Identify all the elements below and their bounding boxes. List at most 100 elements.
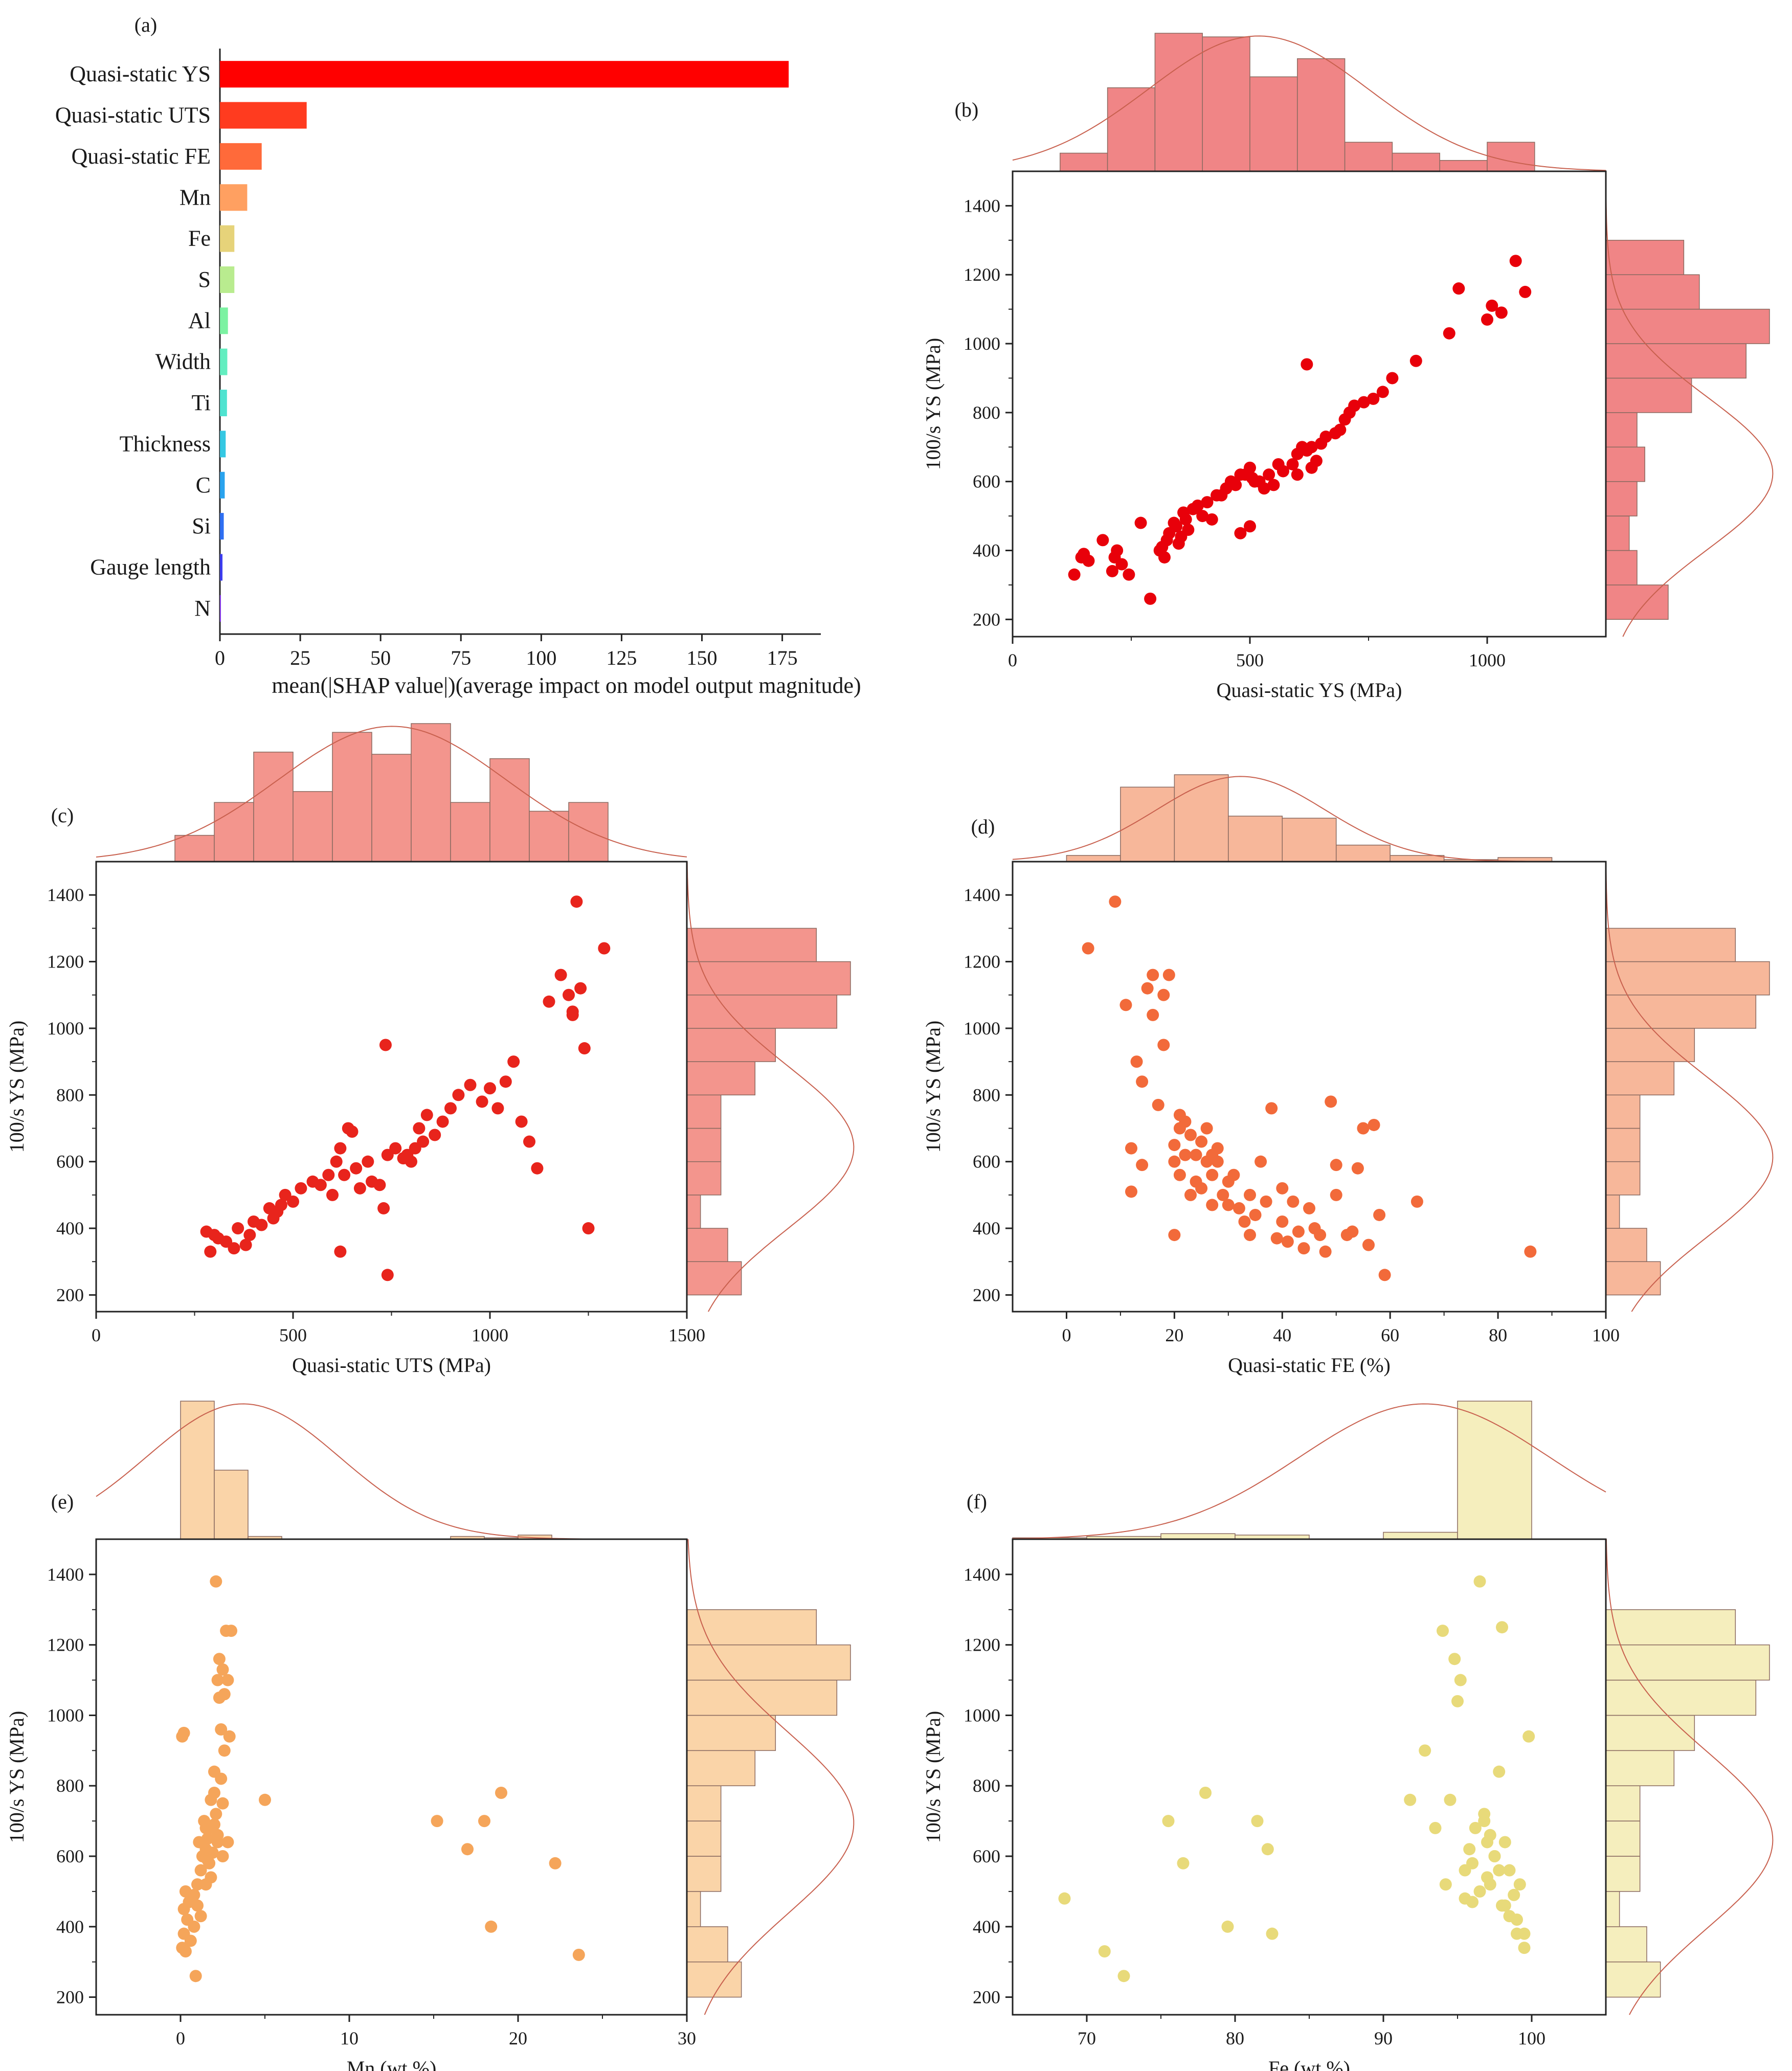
data-point: [1141, 982, 1154, 995]
data-point: [211, 1674, 224, 1686]
data-point: [1152, 1098, 1164, 1111]
data-point: [1206, 1149, 1219, 1161]
data-point: [1082, 554, 1095, 567]
top-histogram-bar: [174, 835, 215, 862]
x-tick-label: 30: [678, 2028, 696, 2049]
data-point: [1362, 1239, 1375, 1251]
top-histogram-bar: [253, 751, 294, 862]
data-point: [523, 1135, 535, 1148]
data-point: [223, 1730, 236, 1743]
data-point: [218, 1688, 231, 1701]
data-point: [275, 1199, 287, 1211]
x-tick-label: 0: [1062, 1325, 1071, 1345]
bar: [220, 431, 226, 458]
x-tick-label: 1500: [668, 1325, 705, 1345]
data-point: [1244, 1229, 1256, 1242]
data-point: [1261, 1843, 1274, 1856]
data-point: [216, 1850, 229, 1862]
data-point: [1136, 1075, 1149, 1088]
data-point: [543, 995, 555, 1008]
x-tick-label: 500: [279, 1325, 307, 1345]
data-point: [1179, 1149, 1192, 1161]
data-point: [1478, 1808, 1491, 1820]
data-point: [188, 1888, 200, 1901]
category-label: Mn: [180, 185, 211, 210]
top-histogram-bar: [1107, 87, 1156, 172]
data-point: [1082, 942, 1094, 955]
panel-label-f: (f): [967, 1490, 987, 1513]
panel-a: (a) Quasi-static YS Quasi-static UTS Quasi-…: [55, 13, 861, 698]
data-point: [1125, 1142, 1137, 1155]
data-point: [191, 1899, 204, 1912]
data-point: [1357, 396, 1370, 409]
data-point: [1419, 1744, 1431, 1757]
right-histogram-bar: [686, 1228, 728, 1262]
right-histogram-bar: [1605, 1644, 1770, 1681]
data-point: [1303, 1202, 1315, 1214]
right-histogram-bar: [1605, 1820, 1641, 1857]
data-point: [1270, 1232, 1283, 1245]
data-point: [1368, 1118, 1380, 1131]
data-point: [215, 1723, 228, 1736]
data-point: [1287, 1195, 1300, 1208]
x-axis-title: Fe (wt.%): [1268, 2057, 1350, 2071]
data-point: [1503, 1910, 1516, 1923]
data-point: [1234, 527, 1247, 539]
data-point: [549, 1857, 562, 1870]
category-label: Quasi-static UTS: [55, 103, 211, 128]
data-point: [1162, 969, 1175, 981]
y-tick-label: 800: [973, 1775, 1000, 1796]
data-point: [1473, 1885, 1486, 1898]
right-histogram-bar: [1605, 446, 1645, 482]
x-tick-label: 10: [340, 2028, 359, 2049]
x-tick-label: 90: [1374, 2028, 1393, 2049]
data-point: [1495, 306, 1508, 319]
x-tick-label: 175: [767, 646, 798, 669]
data-point: [1233, 1202, 1245, 1214]
data-point: [554, 969, 567, 981]
right-density-curve: [1605, 862, 1774, 1312]
data-point: [1258, 482, 1270, 495]
data-point: [232, 1222, 244, 1235]
x-tick-label: 25: [290, 646, 310, 669]
right-histogram-bar: [686, 1644, 851, 1681]
right-histogram-bar: [1605, 1094, 1641, 1129]
right-histogram-bar: [1605, 1891, 1620, 1927]
data-point: [464, 1078, 477, 1091]
bar: [220, 348, 228, 375]
right-density-curve: [687, 1539, 855, 2015]
data-point: [570, 895, 583, 908]
data-point: [179, 1945, 192, 1957]
y-tick-label: 1000: [964, 1705, 1000, 1725]
x-axis-title: Quasi-static YS (MPa): [1217, 679, 1402, 702]
data-point: [1488, 1850, 1501, 1862]
data-point: [1111, 544, 1124, 557]
data-point: [1184, 1188, 1197, 1201]
data-point: [566, 1005, 579, 1018]
x-axis-title: Quasi-static FE (%): [1228, 1354, 1391, 1377]
top-histogram-bar: [371, 754, 412, 862]
y-tick-label: 800: [973, 1085, 1000, 1105]
data-point: [334, 1245, 347, 1258]
bar: [220, 102, 307, 129]
right-histogram-bar: [1605, 1679, 1757, 1716]
data-point: [499, 1075, 512, 1088]
data-point: [1319, 431, 1332, 443]
right-histogram-bar: [1605, 481, 1638, 516]
category-label: Quasi-static YS: [70, 61, 211, 86]
y-tick-label: 400: [56, 1218, 84, 1239]
x-tick-label: 60: [1381, 1325, 1399, 1345]
data-point: [1281, 1235, 1294, 1248]
data-point: [582, 1222, 595, 1235]
data-point: [1503, 1864, 1516, 1877]
data-point: [201, 1832, 214, 1845]
data-point: [452, 1089, 465, 1101]
category-label: S: [198, 267, 211, 292]
y-tick-label: 1200: [964, 1635, 1000, 1655]
data-point: [1096, 534, 1109, 547]
data-point: [1496, 1899, 1508, 1912]
data-point: [259, 1793, 271, 1806]
data-point: [1244, 1188, 1256, 1201]
data-point: [1147, 969, 1159, 981]
data-point: [1508, 1888, 1520, 1901]
